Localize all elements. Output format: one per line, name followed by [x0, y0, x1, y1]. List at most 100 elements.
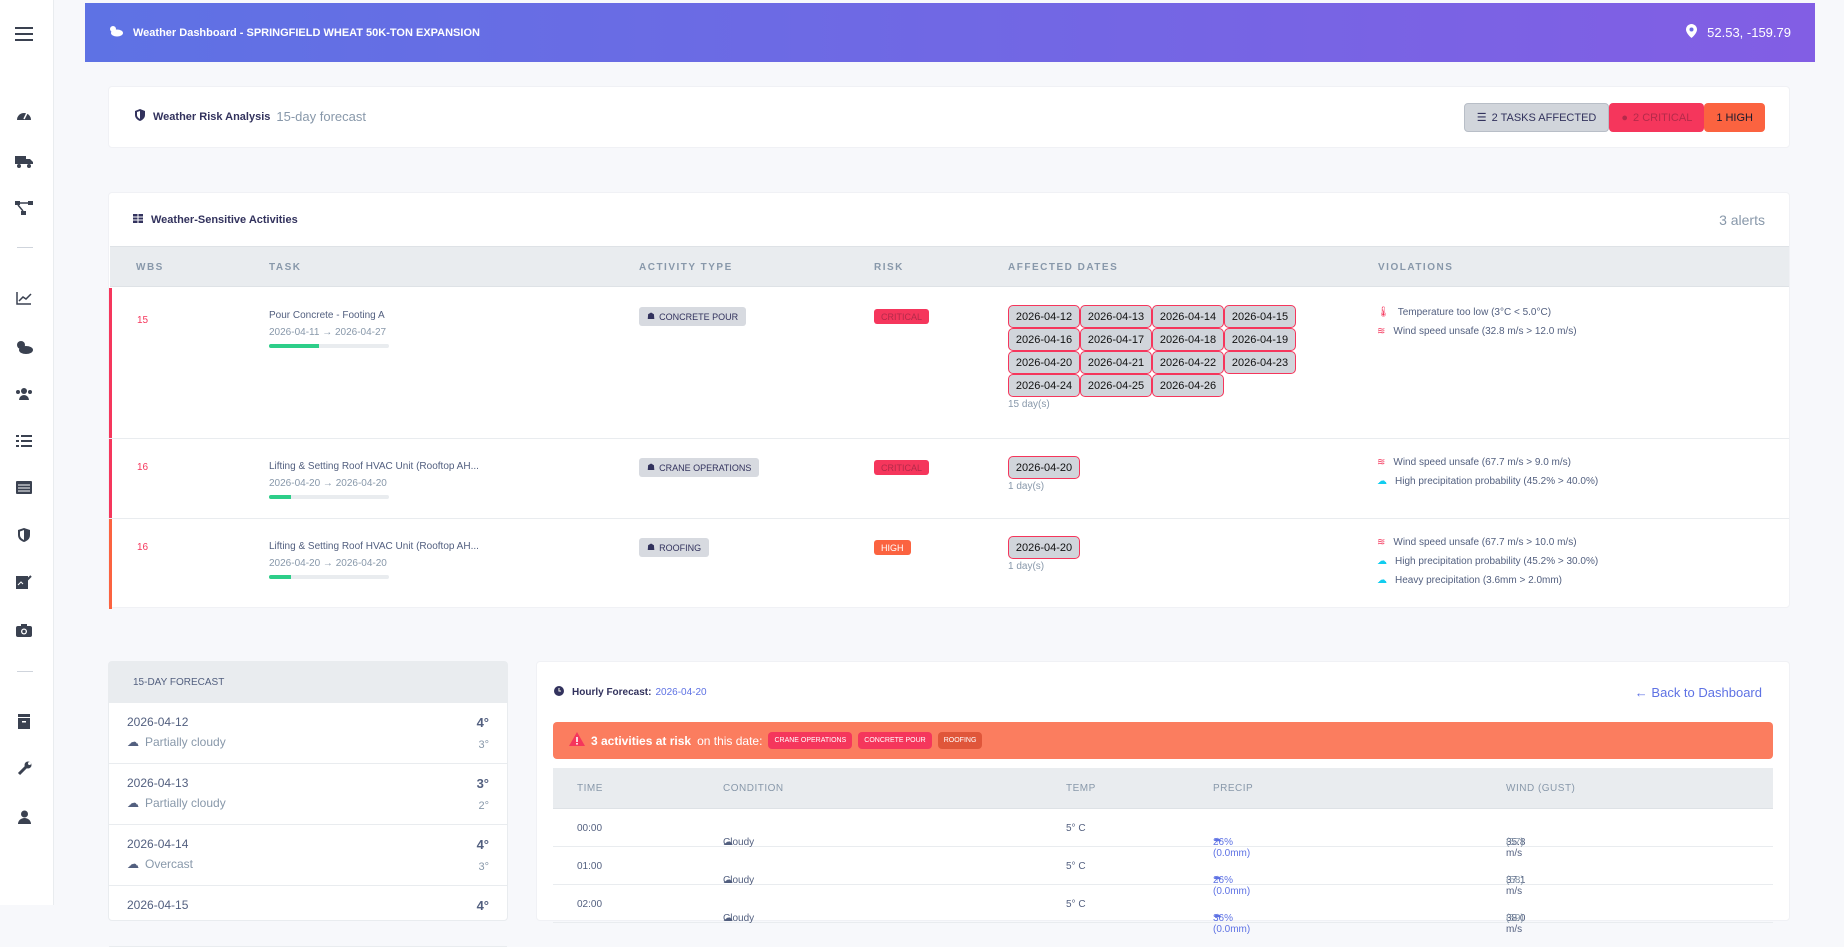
hour-temp: 5° C — [1066, 823, 1086, 834]
hourly-forecast-card: Hourly Forecast: 2026-04-20 ← Back to Da… — [536, 661, 1790, 935]
affected-date-chip[interactable]: 2026-04-13 — [1080, 305, 1152, 328]
forecast-high: 4° — [476, 898, 489, 913]
weather-icon[interactable] — [13, 335, 35, 357]
tasks-icon[interactable] — [13, 429, 35, 451]
th-risk: RISK — [874, 262, 904, 273]
users-icon[interactable] — [13, 382, 35, 404]
forecast-day[interactable]: 2026-04-14 ☁ Overcast 4° 3° — [109, 825, 507, 886]
affected-date-chip[interactable]: 2026-04-24 — [1008, 374, 1080, 397]
hourly-row[interactable]: 01:00 ☁ Cloudy 5° C ☂ 26% (0.0mm) 37.1 m… — [553, 847, 1773, 897]
affected-date-chip[interactable]: 2026-04-26 — [1152, 374, 1224, 397]
menu-icon[interactable] — [13, 23, 35, 45]
th-violations: VIOLATIONS — [1378, 262, 1454, 273]
affected-date-chip[interactable]: 2026-04-20 — [1008, 351, 1080, 374]
table-row[interactable]: 16 Lifting & Setting Roof HVAC Unit (Roo… — [109, 519, 1789, 609]
affected-date-chip[interactable]: 2026-04-17 — [1080, 328, 1152, 351]
truck-icon[interactable] — [13, 150, 35, 172]
forecast-date: 2026-04-15 — [127, 898, 189, 912]
risk-alert-banner: 3 activities at risk on this date: CRANE… — [553, 722, 1773, 759]
user-icon[interactable] — [13, 806, 35, 828]
hour-gust: (58) — [1506, 875, 1524, 886]
activity-type-badge: ☗ ROOFING — [639, 538, 710, 557]
affected-date-chip[interactable]: 2026-04-20 — [1008, 536, 1080, 559]
violation-text: High precipitation probability (45.2% > … — [1395, 556, 1599, 567]
task-name: Lifting & Setting Roof HVAC Unit (Roofto… — [269, 541, 479, 552]
activity-type-label: ROOFING — [659, 542, 702, 553]
cloud-sun-icon: ☁ — [127, 735, 139, 749]
shield-icon[interactable] — [13, 524, 35, 546]
high-badge[interactable]: 1 HIGH — [1704, 103, 1765, 132]
task-name: Pour Concrete - Footing A — [269, 310, 385, 321]
hourly-row[interactable]: 02:00 ☁ Cloudy 5° C ☂ 36% (0.0mm) 38.0 m… — [553, 885, 1773, 935]
table-row[interactable]: 16 Lifting & Setting Roof HVAC Unit (Roo… — [109, 439, 1789, 519]
forecast-condition: Partially cloudy — [145, 796, 226, 810]
high-label: 1 HIGH — [1716, 111, 1753, 124]
th-task: TASK — [269, 262, 302, 273]
forecast-low: 2° — [478, 800, 489, 812]
hourly-row[interactable]: 00:00 ☁ Cloudy 5° C ☂ 26% (0.0mm) 35.8 m… — [553, 809, 1773, 859]
map-marker-icon — [1686, 24, 1698, 41]
forecast-day[interactable]: 2026-04-15 4° — [109, 886, 507, 947]
affected-date-chip[interactable]: 2026-04-14 — [1152, 305, 1224, 328]
progress-bar — [269, 575, 389, 579]
violation-text: Heavy precipitation (3.6mm > 2.0mm) — [1395, 575, 1563, 586]
shield-icon — [135, 109, 145, 124]
days-count: 1 day(s) — [1008, 561, 1045, 572]
affected-date-chip[interactable]: 2026-04-18 — [1152, 328, 1224, 351]
info-circle-icon: ● — [1621, 111, 1629, 124]
forecast-day[interactable]: 2026-04-13 ☁ Partially cloudy 3° 2° — [109, 764, 507, 825]
affected-date-chip[interactable]: 2026-04-22 — [1152, 351, 1224, 374]
sitemap-icon[interactable] — [13, 197, 35, 219]
activities-card: Weather-Sensitive Activities 3 alerts WB… — [108, 192, 1790, 609]
wrench-icon[interactable] — [13, 757, 35, 779]
table-row[interactable]: 15 Pour Concrete - Footing A 2026-04-11 … — [109, 288, 1789, 439]
affected-date-chip[interactable]: 2026-04-20 — [1008, 456, 1080, 479]
forecast-date: 2026-04-12 — [127, 715, 189, 729]
affected-date-chip[interactable]: 2026-04-25 — [1080, 374, 1152, 397]
hourly-date: 2026-04-20 — [655, 686, 707, 698]
forecast-card: 15-DAY FORECAST 2026-04-12 ☁ Partially cl… — [108, 661, 508, 947]
risk-badge: CRITICAL — [874, 460, 930, 475]
cloud-icon: ☁ — [127, 857, 139, 871]
tag-roofing: ROOFING — [937, 732, 983, 749]
affected-date-chip[interactable]: 2026-04-12 — [1008, 305, 1080, 328]
chart-line-icon[interactable] — [13, 287, 35, 309]
dashboard-icon[interactable] — [13, 103, 35, 125]
forecast-day[interactable]: 2026-04-12 ☁ Partially cloudy 4° 3° — [109, 703, 507, 764]
affected-date-chip[interactable]: 2026-04-15 — [1224, 305, 1296, 328]
cloud-rain-icon: ☁ — [1377, 575, 1387, 586]
archive-icon[interactable] — [13, 710, 35, 732]
forecast-date: 2026-04-14 — [127, 837, 189, 851]
hour-condition: Cloudy — [723, 875, 755, 886]
back-to-dashboard-link[interactable]: ← Back to Dashboard — [1634, 684, 1762, 700]
list-icon: ☰ — [1476, 112, 1487, 124]
cloud-rain-icon: ☁ — [1377, 556, 1387, 567]
alerts-count: 3 alerts — [1719, 211, 1765, 228]
risk-badge: CRITICAL — [874, 309, 930, 324]
task-name: Lifting & Setting Roof HVAC Unit (Roofto… — [269, 461, 479, 472]
affected-date-chip[interactable]: 2026-04-21 — [1080, 351, 1152, 374]
wbs-cell: 16 — [137, 462, 149, 473]
signature-icon[interactable] — [13, 571, 35, 593]
forecast-condition: Partially cloudy — [145, 735, 226, 749]
forecast-low: 3° — [478, 739, 489, 751]
affected-date-chip[interactable]: 2026-04-23 — [1224, 351, 1296, 374]
violation-text: Temperature too low (3°C < 5.0°C) — [1397, 307, 1552, 318]
camera-icon[interactable] — [13, 619, 35, 641]
hard-hat-icon: ☗ — [647, 311, 656, 321]
hour-condition: Cloudy — [723, 837, 755, 848]
hour-gust: (59) — [1506, 913, 1524, 924]
table-icon[interactable] — [13, 476, 35, 498]
hour-precip: 26% (0.0mm) — [1213, 837, 1251, 859]
critical-badge[interactable]: ● 2 CRITICAL — [1609, 103, 1705, 132]
affected-date-chip[interactable]: 2026-04-16 — [1008, 328, 1080, 351]
affected-date-chip[interactable]: 2026-04-19 — [1224, 328, 1296, 351]
violation-text: Wind speed unsafe (67.7 m/s > 9.0 m/s) — [1393, 457, 1571, 468]
tasks-affected-badge[interactable]: ☰ 2 TASKS AFFECTED — [1463, 103, 1610, 132]
progress-bar — [269, 495, 389, 499]
tag-crane-operations: CRANE OPERATIONS — [768, 732, 853, 749]
th-precip: PRECIP — [1213, 783, 1254, 794]
hourly-table: TIME CONDITION TEMP PRECIP WIND (GUST) 0… — [553, 768, 1773, 935]
task-dates: 2026-04-20 → 2026-04-20 — [269, 558, 387, 569]
hour-precip: 26% (0.0mm) — [1213, 875, 1251, 897]
